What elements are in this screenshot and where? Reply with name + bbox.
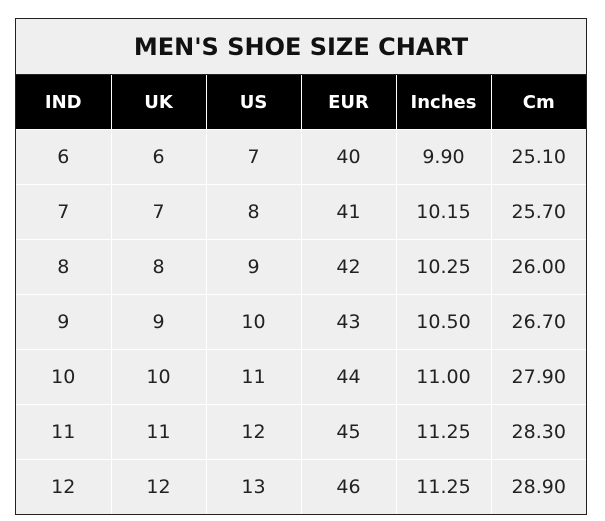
cell-cm: 25.70	[490, 184, 586, 240]
cell-eur: 40	[300, 129, 396, 185]
cell-inches: 10.15	[395, 184, 491, 240]
cell-uk: 8	[110, 239, 206, 295]
cell-eur: 42	[300, 239, 396, 295]
cell-cm: 26.70	[490, 294, 586, 350]
cell-ind: 9	[16, 294, 111, 350]
size-chart: MEN'S SHOE SIZE CHART IND UK US EUR Inches Cm…	[15, 18, 587, 515]
cell-eur: 46	[300, 459, 396, 514]
cell-eur: 41	[300, 184, 396, 240]
column-header-uk: UK	[110, 74, 206, 130]
cell-inches: 10.25	[395, 239, 491, 295]
cell-ind: 10	[16, 349, 111, 405]
cell-us: 12	[205, 404, 301, 460]
cell-us: 13	[205, 459, 301, 514]
table-body: 6 6 7 40 9.90 25.10 7 7 8 41 10.15 25.70 8 8 9 42 10.25 2…	[16, 129, 586, 514]
cell-inches: 11.25	[395, 459, 491, 514]
cell-uk: 6	[110, 129, 206, 185]
cell-eur: 44	[300, 349, 396, 405]
column-header-cm: Cm	[490, 74, 586, 130]
chart-title: MEN'S SHOE SIZE CHART	[16, 19, 586, 75]
cell-uk: 11	[110, 404, 206, 460]
cell-us: 10	[205, 294, 301, 350]
cell-ind: 12	[16, 459, 111, 514]
table-row: 7 7 8 41 10.15 25.70	[16, 184, 586, 240]
column-header-ind: IND	[16, 74, 111, 130]
cell-eur: 43	[300, 294, 396, 350]
cell-uk: 12	[110, 459, 206, 514]
cell-cm: 28.90	[490, 459, 586, 514]
cell-cm: 27.90	[490, 349, 586, 405]
cell-us: 11	[205, 349, 301, 405]
cell-cm: 25.10	[490, 129, 586, 185]
column-header-inches: Inches	[395, 74, 491, 130]
cell-cm: 28.30	[490, 404, 586, 460]
cell-uk: 10	[110, 349, 206, 405]
size-table: MEN'S SHOE SIZE CHART IND UK US EUR Inches Cm…	[16, 19, 586, 514]
table-row: 6 6 7 40 9.90 25.10	[16, 129, 586, 185]
table-row: 11 11 12 45 11.25 28.30	[16, 404, 586, 460]
cell-eur: 45	[300, 404, 396, 460]
table-row: 9 9 10 43 10.50 26.70	[16, 294, 586, 350]
cell-inches: 9.90	[395, 129, 491, 185]
table-row: 10 10 11 44 11.00 27.90	[16, 349, 586, 405]
cell-uk: 7	[110, 184, 206, 240]
header-row: IND UK US EUR Inches Cm	[16, 74, 586, 130]
cell-us: 7	[205, 129, 301, 185]
cell-ind: 11	[16, 404, 111, 460]
cell-uk: 9	[110, 294, 206, 350]
cell-inches: 11.25	[395, 404, 491, 460]
column-header-eur: EUR	[300, 74, 396, 130]
table-row: 12 12 13 46 11.25 28.90	[16, 459, 586, 514]
cell-ind: 8	[16, 239, 111, 295]
cell-ind: 6	[16, 129, 111, 185]
cell-ind: 7	[16, 184, 111, 240]
cell-cm: 26.00	[490, 239, 586, 295]
column-header-us: US	[205, 74, 301, 130]
cell-inches: 11.00	[395, 349, 491, 405]
cell-us: 8	[205, 184, 301, 240]
cell-us: 9	[205, 239, 301, 295]
cell-inches: 10.50	[395, 294, 491, 350]
table-row: 8 8 9 42 10.25 26.00	[16, 239, 586, 295]
